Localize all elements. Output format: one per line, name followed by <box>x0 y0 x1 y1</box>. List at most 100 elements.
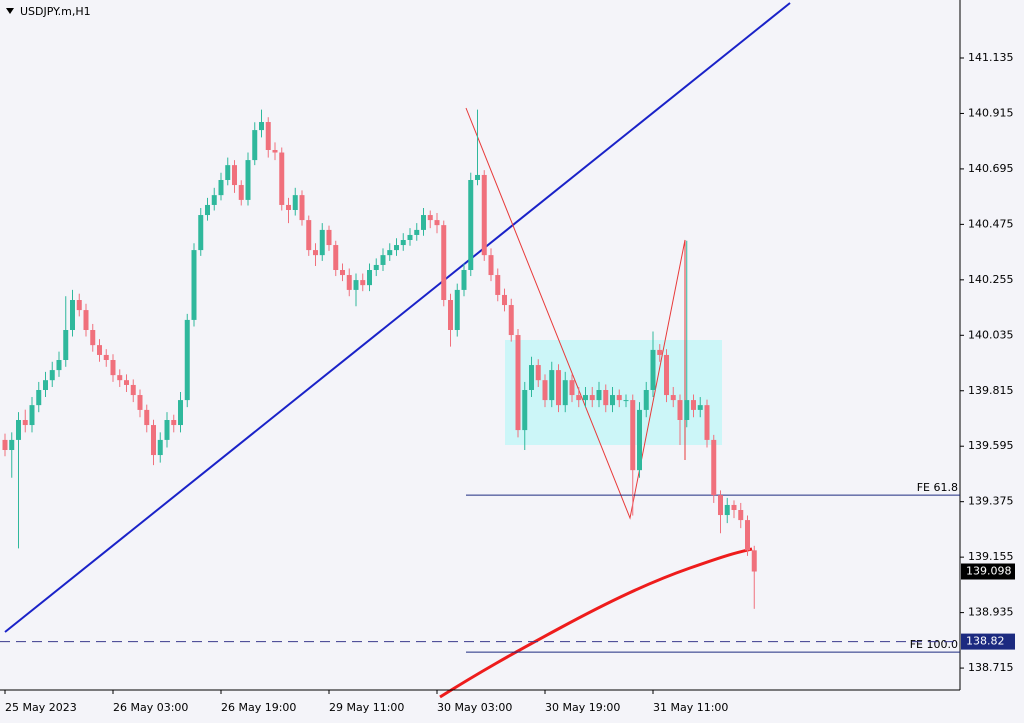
candle-body <box>205 204 210 216</box>
candle-body <box>151 425 156 456</box>
x-tick-label: 26 May 03:00 <box>113 701 188 714</box>
candle-body <box>495 275 501 295</box>
candle-body <box>178 400 183 426</box>
candle-body <box>299 195 305 221</box>
bid-box <box>961 563 1015 580</box>
candle-body <box>340 270 345 276</box>
candle-body <box>603 390 609 406</box>
candle-body <box>583 395 588 401</box>
y-tick-label: 139.595 <box>968 439 1014 452</box>
candle-body <box>522 390 528 431</box>
candle-body <box>292 195 298 210</box>
candle-body <box>387 250 393 256</box>
candle-body <box>414 229 420 235</box>
candle-body <box>346 275 352 290</box>
y-tick-label: 139.155 <box>968 550 1014 563</box>
y-tick-label: 138.935 <box>968 606 1014 619</box>
candle-body <box>731 504 737 510</box>
candle-body <box>97 345 102 355</box>
candle-body <box>306 220 312 251</box>
candle-body <box>380 255 386 265</box>
candle-body <box>367 270 372 286</box>
candle-body <box>265 122 271 150</box>
candle-body <box>502 294 507 306</box>
candle-body <box>110 360 116 376</box>
candle-body <box>144 409 150 426</box>
candle-body <box>704 405 710 440</box>
candle-body <box>63 330 69 360</box>
candle-body <box>373 264 379 270</box>
candle-body <box>556 370 561 406</box>
candle-body <box>70 300 75 330</box>
candle-body <box>394 245 399 251</box>
y-tick-label: 139.815 <box>968 384 1014 397</box>
candle-body <box>16 420 21 440</box>
y-tick-label: 140.255 <box>968 273 1014 286</box>
candle-body <box>130 384 136 396</box>
candle-body <box>225 165 231 180</box>
candle-body <box>542 380 548 401</box>
candle-body <box>569 380 575 396</box>
candle-body <box>319 229 325 256</box>
candle-body <box>724 504 730 516</box>
x-tick-label: 30 May 19:00 <box>545 701 620 714</box>
candle-body <box>589 395 595 401</box>
candle-body <box>76 300 82 311</box>
candle-body <box>272 150 278 153</box>
candle-body <box>461 270 467 290</box>
plot <box>4 2 791 699</box>
candle-body <box>124 380 129 385</box>
candle-body <box>535 365 541 381</box>
candle-body <box>529 365 534 390</box>
candle-body <box>245 160 251 200</box>
candle-body <box>117 375 123 381</box>
marked-level-label: 138.82 <box>966 635 1005 648</box>
candle-body <box>103 354 109 360</box>
candle-body <box>664 354 669 396</box>
candle-body <box>691 400 696 410</box>
level-label: FE 100.0 <box>910 638 958 651</box>
candle-body <box>488 255 494 276</box>
candle-body <box>198 215 204 251</box>
x-tick-label: 29 May 11:00 <box>329 701 404 714</box>
candle-body <box>333 245 339 270</box>
candle-body <box>259 122 264 131</box>
candle-body <box>191 250 197 320</box>
candle-body <box>427 215 433 221</box>
candle-body <box>454 289 460 330</box>
candle-body <box>475 174 480 180</box>
menu-arrow[interactable] <box>6 8 14 14</box>
candle-body <box>407 234 413 240</box>
y-tick-label: 141.135 <box>968 51 1014 64</box>
candle-body <box>353 280 359 290</box>
candle-body <box>738 510 744 521</box>
candle-body <box>677 400 683 420</box>
candle-body <box>279 152 285 205</box>
candle-body <box>718 495 723 516</box>
candle-body <box>515 335 521 431</box>
candle-body <box>650 349 656 390</box>
candle-body <box>9 439 15 450</box>
candle-body <box>670 395 676 401</box>
candle-body <box>643 390 649 410</box>
candle-body <box>549 370 555 401</box>
candle-body <box>184 319 190 401</box>
candle-body <box>313 250 318 256</box>
candle-body <box>211 195 217 205</box>
x-tick-label: 31 May 11:00 <box>653 701 728 714</box>
candle-body <box>400 240 406 246</box>
candle-body <box>562 380 568 406</box>
candle-body <box>164 420 170 440</box>
candle-body <box>238 185 244 200</box>
candle-body <box>630 400 636 471</box>
candle-body <box>448 300 453 330</box>
range-box <box>505 340 722 445</box>
candle-body <box>137 395 143 410</box>
candle-body <box>43 380 48 390</box>
candle-body <box>745 520 750 551</box>
candle-body <box>697 405 703 410</box>
candle-body <box>22 420 28 426</box>
candle-body <box>49 370 55 381</box>
candle-body <box>596 390 602 401</box>
